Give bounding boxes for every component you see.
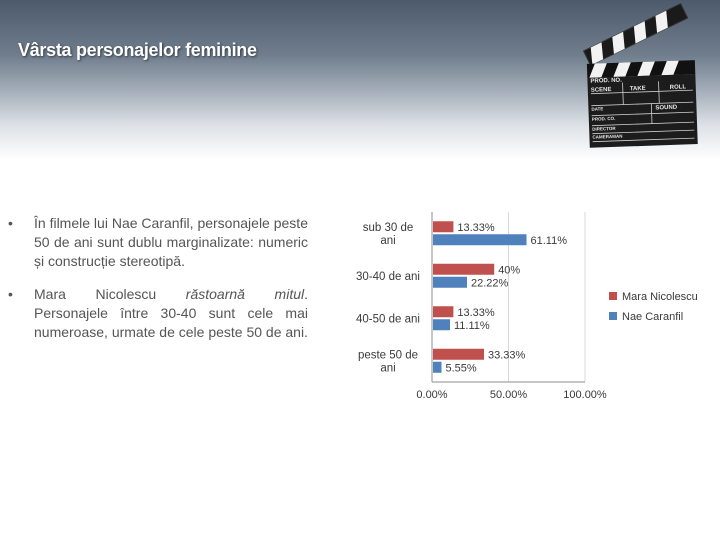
bullet-text-prefix: Mara Nicolescu bbox=[34, 286, 186, 302]
clapper-label: TAKE bbox=[630, 86, 646, 93]
bar-mara-nicolescu bbox=[433, 348, 484, 360]
bar-nae-caranfil bbox=[433, 361, 442, 373]
data-label: 33.33% bbox=[488, 349, 526, 361]
data-label: 11.11% bbox=[454, 320, 490, 332]
clapperboard-icon: PROD. NO. SCENE TAKE ROLL DATE SOUND PRO… bbox=[582, 2, 698, 148]
clapper-label: DIRECTOR bbox=[592, 126, 616, 132]
bullet-emphasis: răstoarnă mitul bbox=[185, 286, 305, 302]
clapper-label: CAMERAMAN bbox=[592, 134, 622, 140]
bar-nae-caranfil bbox=[433, 319, 450, 331]
data-label: 13.33% bbox=[457, 307, 495, 319]
category-label: ani bbox=[380, 235, 395, 247]
bullet-item: • În filmele lui Nae Caranfil, personajel… bbox=[8, 214, 308, 271]
bar-nae-caranfil bbox=[433, 276, 467, 288]
data-label: 5.55% bbox=[445, 362, 476, 374]
legend-label: Mara Nicolescu bbox=[622, 291, 698, 303]
data-label: 22.22% bbox=[471, 277, 509, 289]
bullet-text-suffix: . Personajele între 30-40 sunt cele mai … bbox=[34, 286, 308, 340]
bar-nae-caranfil bbox=[433, 234, 527, 246]
clapper-label: ROLL bbox=[670, 84, 687, 91]
category-label: sub 30 de bbox=[363, 222, 414, 234]
data-label: 61.11% bbox=[530, 235, 567, 247]
category-label: ani bbox=[380, 362, 395, 374]
x-tick-label: 100.00% bbox=[563, 389, 607, 401]
bar-mara-nicolescu bbox=[433, 263, 495, 275]
x-tick-label: 50.00% bbox=[490, 389, 528, 401]
legend-swatch bbox=[609, 312, 617, 320]
bullet-dot: • bbox=[8, 286, 13, 302]
bullet-text: În filmele lui Nae Caranfil, personajele… bbox=[34, 215, 308, 269]
clapper-label: SCENE bbox=[591, 87, 612, 94]
clapper-label: PROD. CO. bbox=[592, 116, 616, 122]
legend-swatch bbox=[609, 292, 617, 300]
bullet-list: • În filmele lui Nae Caranfil, personajel… bbox=[8, 214, 308, 356]
legend-label: Nae Caranfil bbox=[622, 311, 683, 323]
clapper-label: SOUND bbox=[655, 105, 678, 112]
category-label: peste 50 de bbox=[358, 349, 418, 361]
clapper-label: PROD. NO. bbox=[590, 78, 622, 85]
slide-title: Vârsta personajelor feminine bbox=[18, 40, 257, 60]
data-label: 40% bbox=[498, 264, 520, 276]
bar-mara-nicolescu bbox=[433, 306, 454, 318]
data-label: 13.33% bbox=[457, 222, 495, 234]
clapper-label: DATE bbox=[591, 106, 603, 111]
category-label: 30-40 de ani bbox=[356, 271, 420, 283]
category-label: 40-50 de ani bbox=[356, 313, 420, 325]
bullet-item: • Mara Nicolescu răstoarnă mitul. Persona… bbox=[8, 285, 308, 342]
x-tick-label: 0.00% bbox=[416, 389, 447, 401]
bullet-dot: • bbox=[8, 215, 13, 231]
bar-mara-nicolescu bbox=[433, 221, 454, 233]
